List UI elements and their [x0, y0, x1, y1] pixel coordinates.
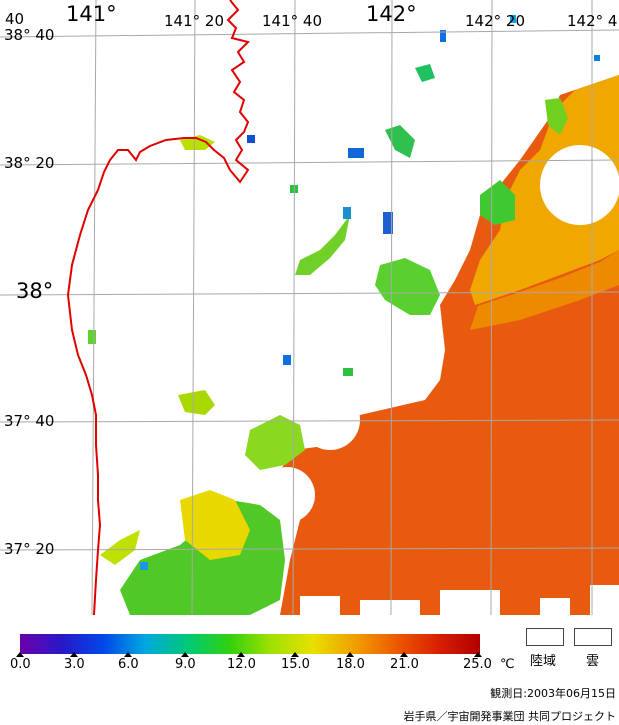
coastline: [66, 0, 250, 615]
lat-label-37-40: 37° 40: [4, 412, 55, 430]
cool-water-patch: [100, 530, 140, 565]
cloud-hole: [259, 467, 315, 523]
cloud-gap: [440, 590, 500, 615]
cold-water-speck: [594, 55, 600, 61]
colorbar-unit: ℃: [500, 657, 515, 672]
temperature-colorbar: [20, 634, 480, 654]
cool-water-patch: [245, 415, 305, 470]
cloud-gap: [540, 598, 570, 615]
land-legend-swatch: [526, 628, 564, 646]
lat-label-38-40: 38° 40: [4, 26, 55, 44]
cold-water-speck: [383, 212, 393, 234]
cool-water-patch: [545, 98, 568, 135]
lat-label-37-20: 37° 20: [4, 540, 55, 558]
colorbar-tick-3: 3.0: [64, 657, 85, 672]
graticule: [0, 0, 619, 615]
land-legend-label: 陸域: [530, 654, 557, 669]
cloud-hole: [300, 390, 360, 450]
colorbar-tick-9: 9.0: [175, 657, 196, 672]
cool-water-patch: [295, 215, 350, 275]
cloud-hole: [540, 145, 619, 225]
lon-label-142: 142°: [366, 2, 417, 26]
cloud-legend-swatch: [574, 628, 612, 646]
project-credit: 岩手県／宇宙開発事業団 共同プロジェクト: [403, 710, 617, 723]
top-left-label: 40: [5, 10, 25, 28]
cool-water-speck: [88, 330, 96, 344]
cool-water-patch: [385, 125, 415, 158]
colorbar-tick-18: 18.0: [336, 657, 365, 672]
lon-label-141: 141°: [66, 2, 117, 26]
colorbar-tick-6: 6.0: [118, 657, 139, 672]
cold-water-speck: [140, 562, 148, 570]
colorbar-tick-0: 0.0: [10, 657, 31, 672]
cloud-gap: [300, 596, 340, 615]
cold-water-speck: [247, 135, 255, 143]
colorbar-tick-12: 12.0: [227, 657, 256, 672]
lon-label-142-40: 142° 4: [567, 12, 618, 30]
cool-water-speck: [343, 368, 353, 376]
colorbar-tick-21: 21.0: [390, 657, 419, 672]
mid-water-patch: [180, 490, 250, 560]
colorbar-tick-25: 25.0: [463, 657, 492, 672]
cool-water-patch: [415, 64, 435, 82]
cold-water-speck: [510, 15, 516, 23]
cool-water-patch: [375, 258, 440, 315]
lat-label-38-20: 38° 20: [4, 154, 55, 172]
colorbar-tick-15: 15.0: [281, 657, 310, 672]
observation-date: 観測日:2003年06月15日: [490, 687, 616, 700]
cold-water-speck: [348, 148, 364, 158]
cold-water-speck: [440, 30, 446, 42]
lon-label-141-40: 141° 40: [262, 12, 322, 30]
cold-water-speck: [343, 207, 351, 219]
cool-water-patch: [178, 390, 215, 415]
colorbar-tick-marks: [16, 652, 482, 657]
cloud-gap: [590, 585, 619, 615]
lat-label-38: 38°: [16, 279, 54, 303]
orange-transition: [470, 250, 619, 330]
cold-water-speck: [283, 355, 291, 365]
cloud-legend-label: 雲: [586, 654, 600, 669]
cloud-gap: [360, 600, 420, 615]
lon-label-142-20: 142° 20: [465, 12, 525, 30]
cool-water-patch: [480, 180, 515, 225]
lon-label-141-20: 141° 20: [164, 12, 224, 30]
sea-surface-temperature-map: [0, 0, 619, 615]
